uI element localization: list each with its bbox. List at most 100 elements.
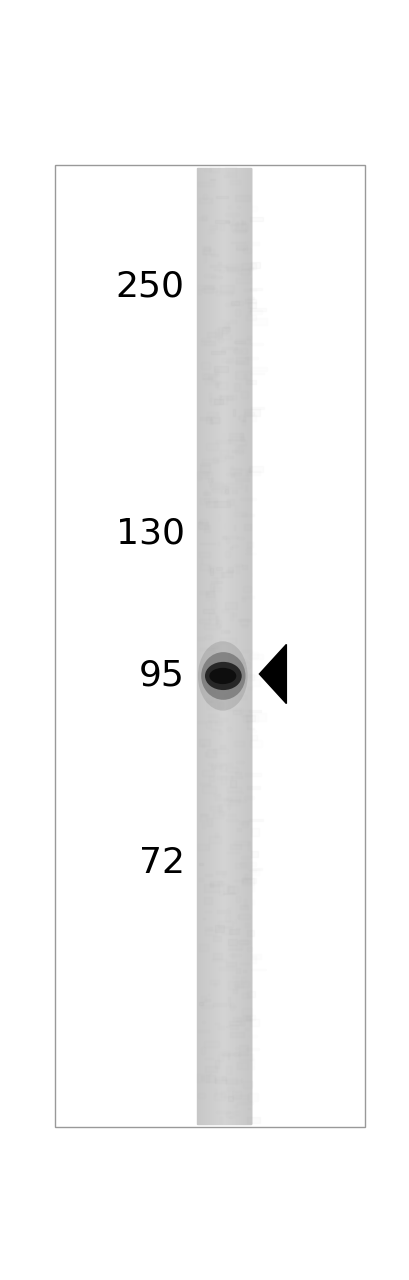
Bar [210,806,219,810]
Bar [226,474,240,475]
Bar [215,220,229,223]
Bar [211,666,218,672]
Bar [245,380,255,384]
Bar [220,631,229,634]
Bar [211,645,217,649]
Bar [214,707,217,708]
Bar [219,434,233,440]
Bar [249,268,252,270]
Bar [250,288,262,291]
Bar [222,321,227,326]
Bar [228,929,238,934]
Bar [198,169,199,1124]
Bar [219,1117,221,1123]
Bar [214,666,229,669]
Bar [210,169,211,1124]
Bar [250,372,263,375]
Bar [251,343,263,346]
Bar [200,783,210,785]
Bar [237,169,238,1124]
Bar [235,760,243,763]
Bar [247,678,259,686]
Bar [228,1021,243,1025]
Bar [227,1096,232,1101]
Bar [217,541,218,545]
Bar [243,586,250,593]
Bar [236,169,237,1124]
Bar [208,169,209,1124]
Bar [220,639,235,644]
Bar [209,398,219,404]
Bar [235,983,243,987]
Bar [250,407,264,408]
Bar [250,307,265,311]
Bar [210,882,222,886]
Bar [207,169,208,1124]
Bar [245,716,254,721]
Bar [234,348,246,355]
Bar [205,927,211,931]
Bar [199,739,210,746]
Bar [226,819,238,822]
Bar [232,710,240,714]
Bar [240,415,255,421]
Bar [227,941,241,947]
Bar [249,216,263,221]
Bar [220,394,235,399]
Bar [235,371,250,379]
Bar [209,613,216,620]
Bar [217,396,220,397]
Bar [241,709,251,716]
Bar [241,878,255,883]
Bar [231,466,232,468]
Bar [199,169,200,1124]
Bar [240,169,241,1124]
Bar [229,780,236,787]
Bar [244,874,250,878]
Bar [218,891,223,895]
Bar [209,169,210,1124]
Bar [213,952,221,959]
Bar [207,818,211,826]
Bar [220,169,221,1124]
Bar [198,945,208,951]
Bar [246,1016,249,1020]
Bar [215,797,231,800]
Bar [229,955,240,956]
Bar [250,736,256,740]
Bar [225,489,227,493]
Bar [247,169,248,1124]
Bar [233,169,234,1124]
Bar [221,536,225,539]
Bar [202,169,203,1124]
Bar [224,552,229,557]
Bar [235,498,249,499]
Bar [235,1039,245,1042]
Bar [241,707,242,714]
Bar [224,435,231,440]
Bar [198,476,200,480]
Bar [208,763,211,765]
Bar [198,291,200,293]
Bar [201,769,213,776]
Bar [209,179,214,180]
Bar [218,338,222,342]
Bar [225,602,237,609]
Bar [242,652,258,658]
Bar [228,946,241,948]
Bar [200,463,209,466]
Bar [217,920,232,927]
Bar [224,169,225,1124]
Bar [227,814,235,817]
Bar [225,169,226,1124]
Bar [204,374,218,376]
Bar [225,220,229,223]
Bar [199,520,207,524]
Bar [213,749,227,753]
Bar [244,572,250,576]
Bar [249,206,256,211]
Bar [250,317,266,325]
Bar [218,169,219,1124]
Bar [224,952,238,960]
Bar [235,412,239,415]
